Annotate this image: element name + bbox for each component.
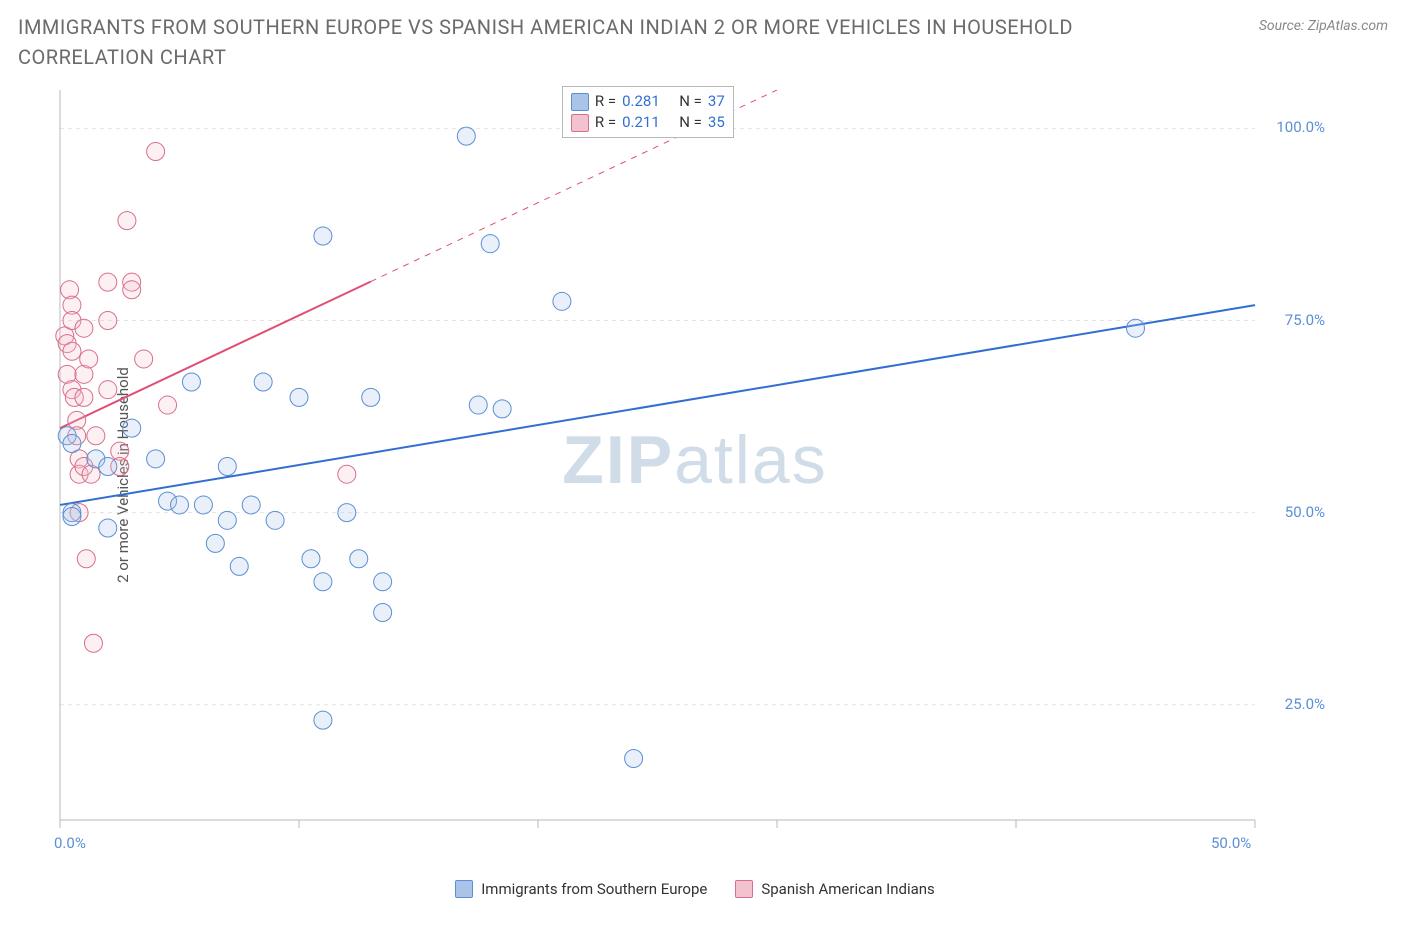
chart-title: IMMIGRANTS FROM SOUTHERN EUROPE VS SPANI…: [18, 12, 1118, 72]
source-credit: Source: ZipAtlas.com: [1259, 18, 1388, 34]
legend-stat-row: R = 0.281 N = 37: [571, 91, 725, 112]
legend-label: Spanish American Indians: [761, 880, 934, 898]
n-value: 37: [708, 91, 725, 112]
source-name: ZipAtlas.com: [1308, 18, 1388, 34]
y-tick-label: 75.0%: [1285, 311, 1325, 329]
x-tick-label: 50.0%: [1211, 834, 1251, 852]
legend-stat-row: R = 0.211 N = 35: [571, 112, 725, 133]
x-tick-label: 0.0%: [54, 834, 86, 852]
scatter-plot: [55, 90, 1335, 860]
legend-series: Immigrants from Southern Europe Spanish A…: [55, 880, 1335, 898]
y-tick-label: 100.0%: [1276, 118, 1325, 136]
legend-label: Immigrants from Southern Europe: [481, 880, 707, 898]
legend-item: Spanish American Indians: [735, 880, 934, 898]
legend-swatch: [735, 880, 753, 898]
chart-area: 2 or more Vehicles in Household ZIPatlas…: [55, 90, 1335, 860]
n-value: 35: [708, 112, 725, 133]
r-value: 0.281: [622, 91, 660, 112]
chart-wrapper: IMMIGRANTS FROM SOUTHERN EUROPE VS SPANI…: [0, 0, 1406, 930]
r-value: 0.211: [622, 112, 660, 133]
legend-swatch: [571, 114, 589, 132]
title-bar: IMMIGRANTS FROM SOUTHERN EUROPE VS SPANI…: [0, 0, 1406, 72]
r-label: R =: [595, 112, 616, 133]
n-label: N =: [679, 112, 702, 133]
y-tick-label: 25.0%: [1285, 695, 1325, 713]
legend-swatch: [571, 93, 589, 111]
r-label: R =: [595, 91, 616, 112]
y-tick-label: 50.0%: [1285, 503, 1325, 521]
legend-item: Immigrants from Southern Europe: [455, 880, 707, 898]
legend-stats: R = 0.281 N = 37 R = 0.211 N = 35: [562, 86, 734, 138]
source-label: Source:: [1259, 18, 1308, 34]
n-label: N =: [679, 91, 702, 112]
legend-swatch: [455, 880, 473, 898]
